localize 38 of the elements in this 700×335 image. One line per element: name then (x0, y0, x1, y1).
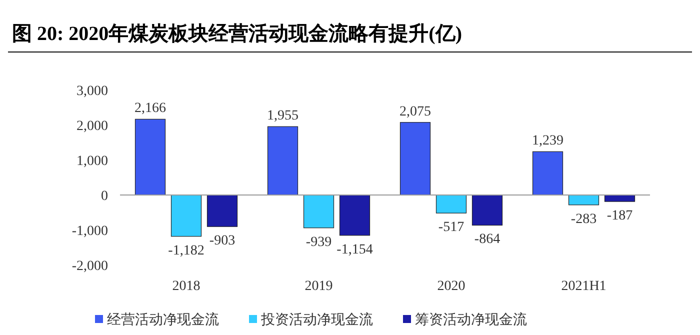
y-tick-label: 3,000 (76, 84, 108, 99)
bar (170, 194, 202, 237)
data-label: -187 (606, 208, 633, 224)
data-label: -864 (474, 232, 500, 248)
data-label: -1,182 (168, 243, 204, 258)
bar (472, 194, 503, 226)
data-label: -283 (570, 212, 597, 227)
legend-label: 经营活动净现金流 (107, 312, 219, 328)
data-label: -939 (306, 234, 332, 250)
y-tick-label: 2,000 (76, 119, 108, 134)
bar (339, 194, 370, 236)
data-label: 1,955 (267, 108, 298, 124)
data-label: -1,154 (336, 242, 373, 258)
y-tick-label: 1,000 (76, 154, 108, 169)
x-tick-label: 2018 (172, 279, 200, 294)
bar (267, 126, 298, 196)
legend-label: 筹资活动净现金流 (415, 312, 527, 328)
data-label: -903 (209, 234, 236, 249)
bar (400, 122, 431, 196)
bar (134, 118, 166, 196)
x-tick-label: 2021H1 (561, 279, 606, 294)
x-tick-label: 2020 (437, 279, 466, 294)
y-tick-label: -1,000 (72, 224, 108, 239)
bar (303, 194, 334, 228)
bar (436, 194, 467, 214)
chart-title: 图 20: 2020年煤炭板块经营活动现金流略有提升(亿) (12, 22, 462, 45)
data-label: 2,166 (134, 101, 166, 116)
bar (604, 194, 636, 202)
bar (206, 194, 238, 227)
data-label: 1,239 (532, 134, 564, 149)
bar (532, 151, 564, 196)
legend-label: 投资活动净现金流 (260, 312, 373, 328)
data-label: 2,075 (400, 104, 431, 120)
data-label: -517 (438, 220, 464, 236)
y-tick-label: 0 (101, 189, 108, 204)
y-tick-label: -2,000 (72, 259, 108, 274)
x-tick-label: 2019 (304, 279, 333, 294)
bar (568, 194, 600, 206)
